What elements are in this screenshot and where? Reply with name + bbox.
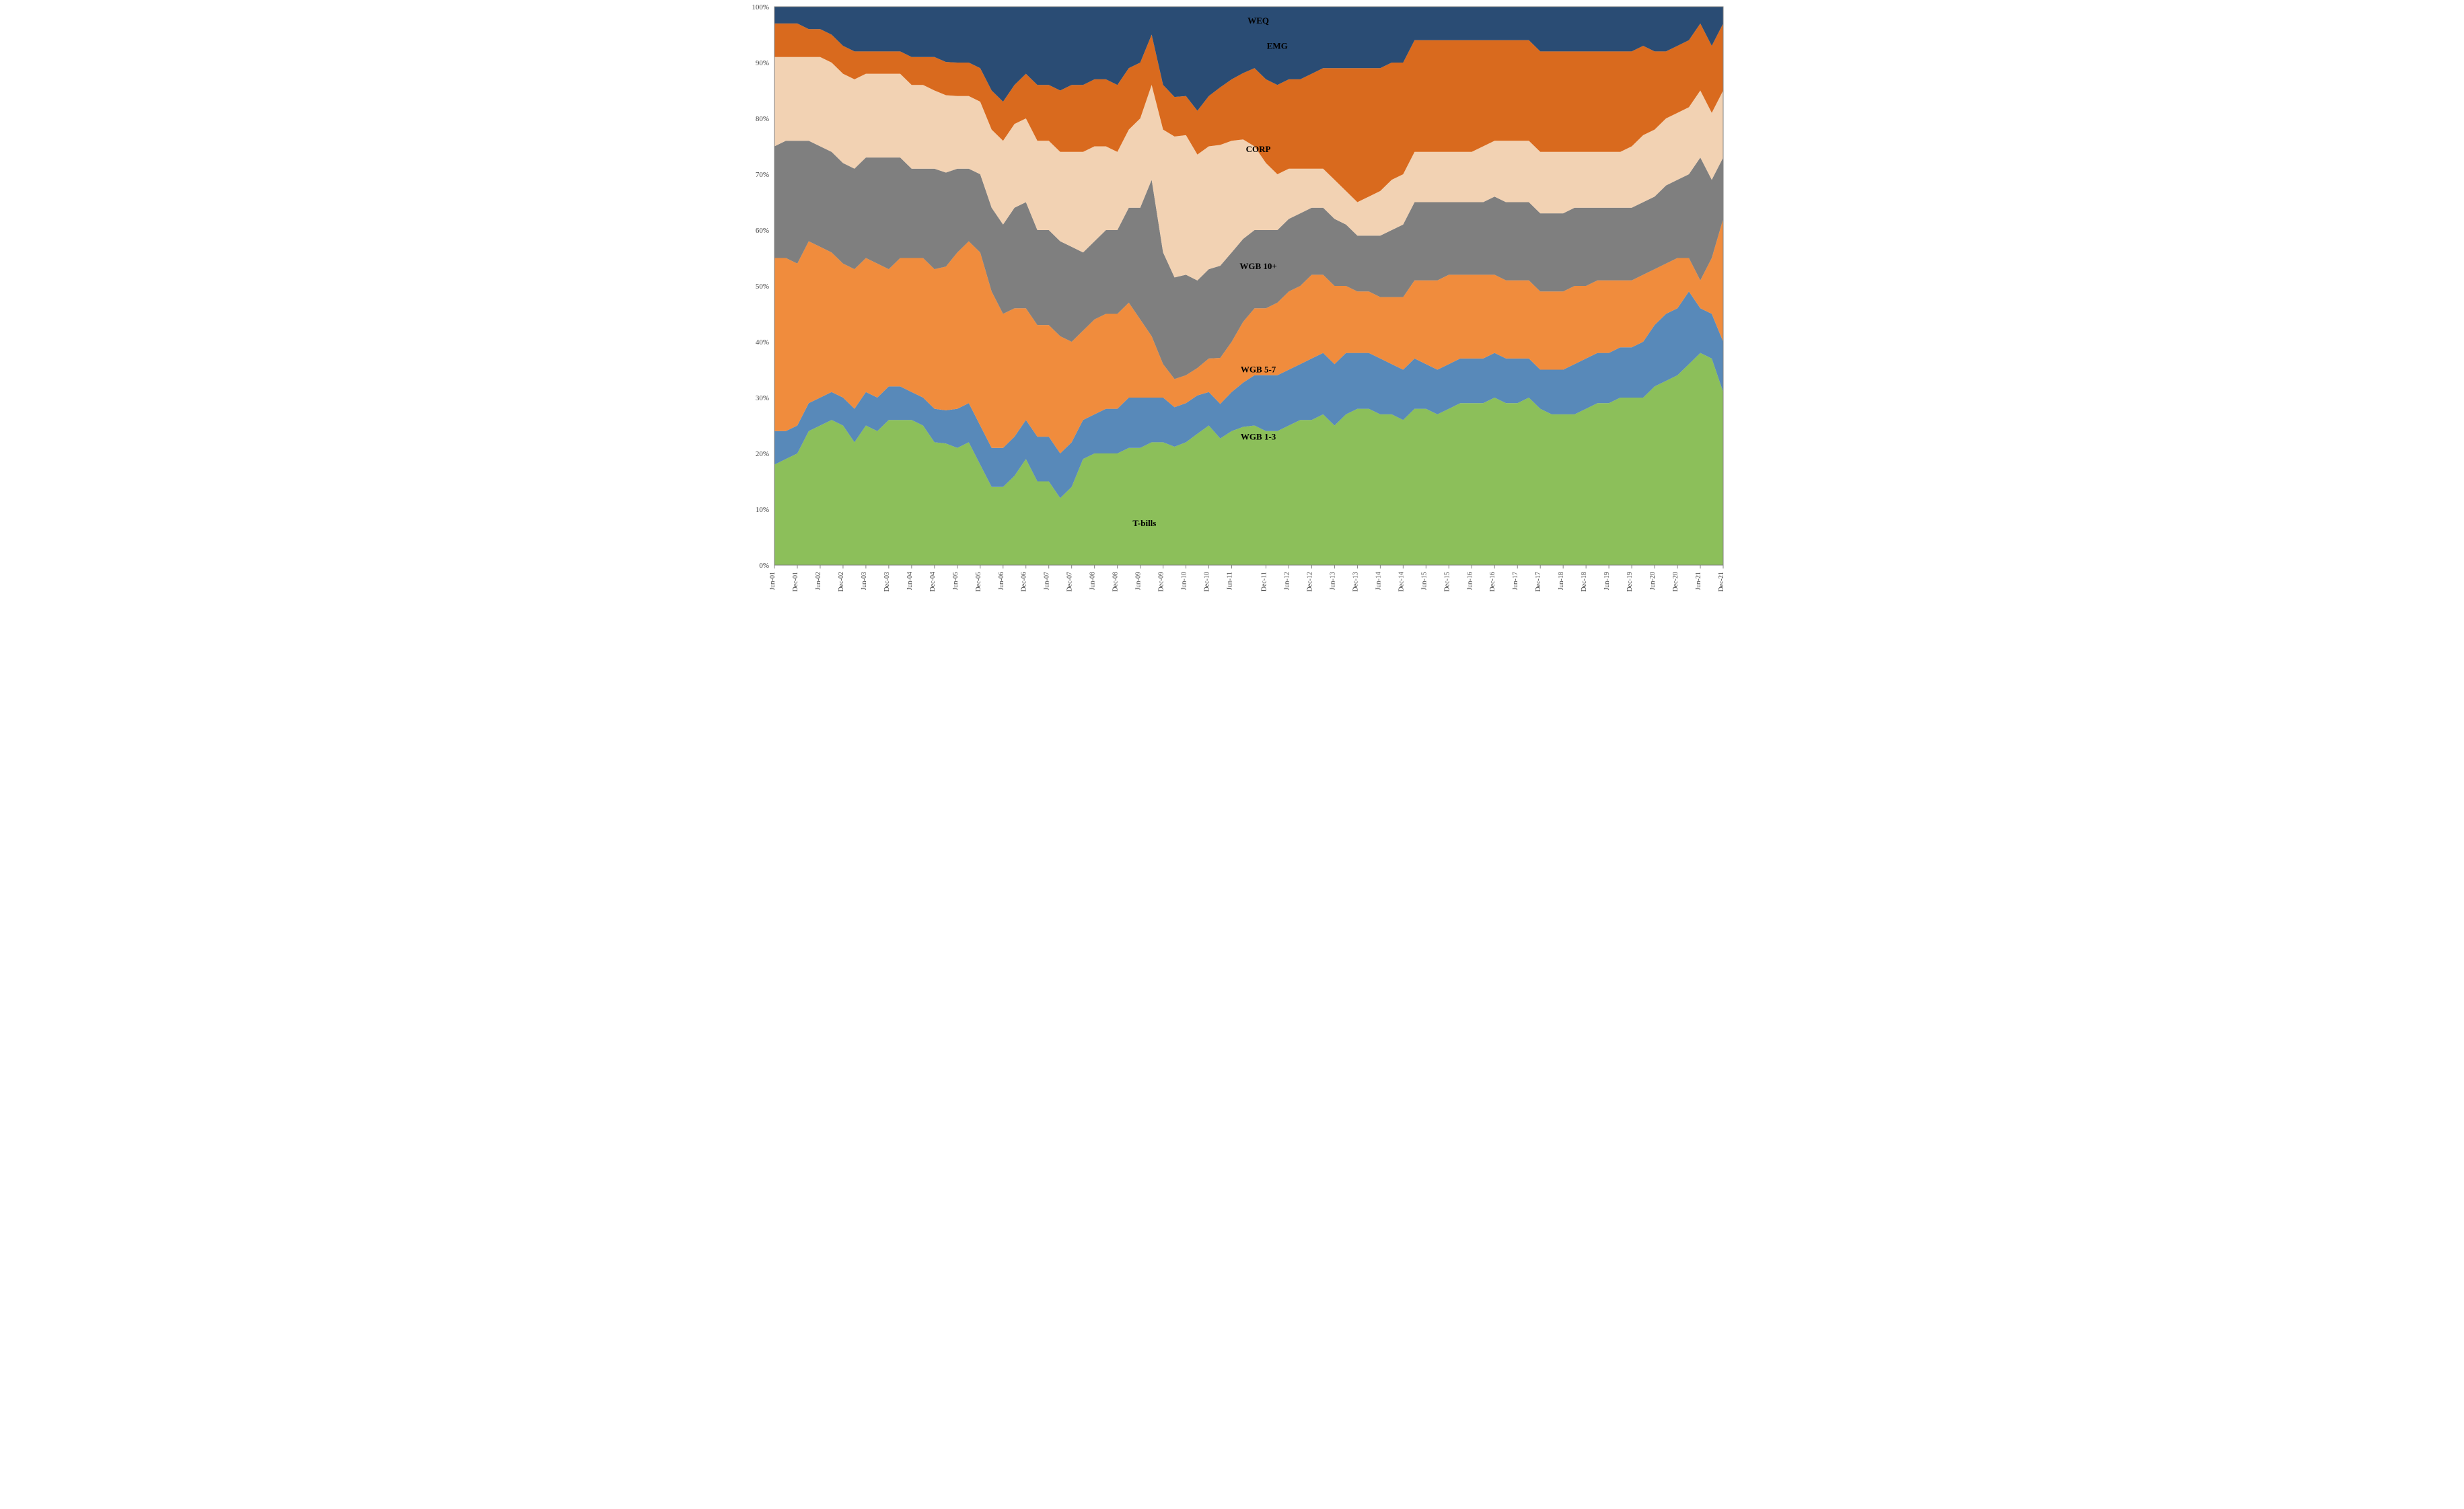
x-axis-label: Jun-20 <box>1649 572 1657 590</box>
x-axis-label: Jun-04 <box>906 572 914 590</box>
x-axis-label: Dec-17 <box>1535 572 1542 591</box>
x-axis-label: Dec-02 <box>838 572 845 591</box>
x-axis-label: Jun-17 <box>1512 572 1519 590</box>
x-axis-label: Jun-02 <box>815 572 822 590</box>
y-axis-label: 70% <box>756 171 769 179</box>
x-axis-label: Jun-16 <box>1466 572 1474 590</box>
x-axis-label: Dec-18 <box>1581 572 1588 591</box>
x-axis-label: Jun-11 <box>1227 572 1234 590</box>
y-axis-label: 100% <box>752 3 769 11</box>
x-axis-label: Jun-13 <box>1329 572 1336 590</box>
x-axis-label: Jun-09 <box>1135 572 1143 590</box>
x-axis-label: Dec-01 <box>792 572 799 591</box>
y-axis-label: 0% <box>759 562 769 570</box>
x-axis-label: Dec-16 <box>1489 572 1496 591</box>
x-axis-label: Dec-20 <box>1672 572 1679 591</box>
series-label-wgb-5-7: WGB 5-7 <box>1241 365 1276 375</box>
y-axis-label: 50% <box>756 283 769 291</box>
x-axis-label: Jun-15 <box>1420 572 1428 590</box>
chart-svg: 0% 10% 20% 30% 40% 50% 60% 70% 80% 90% 100% Jun-01 D… <box>727 0 1737 619</box>
x-axis-label: Dec-07 <box>1066 572 1074 591</box>
x-axis-label: Dec-05 <box>975 572 982 591</box>
series-label-emg: EMG <box>1267 40 1288 50</box>
x-axis-label: Jun-12 <box>1283 572 1291 590</box>
y-axis-label: 40% <box>756 338 769 346</box>
y-axis-label: 90% <box>756 59 769 67</box>
series-label-wgb-1-3: WGB 1-3 <box>1241 431 1276 441</box>
stacked-area-chart: 0% 10% 20% 30% 40% 50% 60% 70% 80% 90% 100% Jun-01 D… <box>727 0 1737 619</box>
x-axis-label: Jun-06 <box>998 572 1005 590</box>
x-axis-label: Jun-05 <box>952 572 959 590</box>
x-axis-label: Jun-18 <box>1558 572 1565 590</box>
series-label-weq: WEQ <box>1247 15 1269 26</box>
y-axis-label: 30% <box>756 394 769 402</box>
x-axis-label: Jun-14 <box>1375 572 1382 590</box>
x-axis-label: Jun-07 <box>1044 572 1051 590</box>
x-axis-label: Jun-03 <box>861 572 868 590</box>
y-axis-label: 60% <box>756 227 769 235</box>
y-axis-label: 10% <box>756 506 769 514</box>
x-axis-label: Dec-15 <box>1443 572 1451 591</box>
x-axis-label: Dec-08 <box>1112 572 1120 591</box>
x-axis-label: Jun-01 <box>769 572 776 590</box>
x-axis-label: Dec-12 <box>1306 572 1313 591</box>
x-axis-label: Dec-13 <box>1352 572 1359 591</box>
x-axis-label: Dec-06 <box>1021 572 1028 591</box>
x-axis-label: Dec-09 <box>1158 572 1165 591</box>
series-label-t-bills: T-bills <box>1132 518 1156 528</box>
x-axis-label: Dec-19 <box>1626 572 1634 591</box>
x-axis-label: Jun-21 <box>1695 572 1702 590</box>
x-axis-label: Dec-14 <box>1398 572 1405 591</box>
x-axis-label: Dec-10 <box>1204 572 1211 591</box>
x-axis-label: Dec-04 <box>929 572 937 591</box>
x-axis-label: Jun-19 <box>1603 572 1611 590</box>
x-axis-label: Dec-03 <box>883 572 891 591</box>
x-axis-label: Dec-21 <box>1718 572 1725 591</box>
y-axis-label: 20% <box>756 450 769 458</box>
series-label-wgb-10+: WGB 10+ <box>1239 261 1276 271</box>
series-label-corp: CORP <box>1246 144 1271 154</box>
y-axis-label: 80% <box>756 115 769 123</box>
x-axis-label: Jun-08 <box>1089 572 1097 590</box>
x-axis-label: Jun-10 <box>1181 572 1188 590</box>
x-axis-label: Dec-11 <box>1260 572 1268 591</box>
